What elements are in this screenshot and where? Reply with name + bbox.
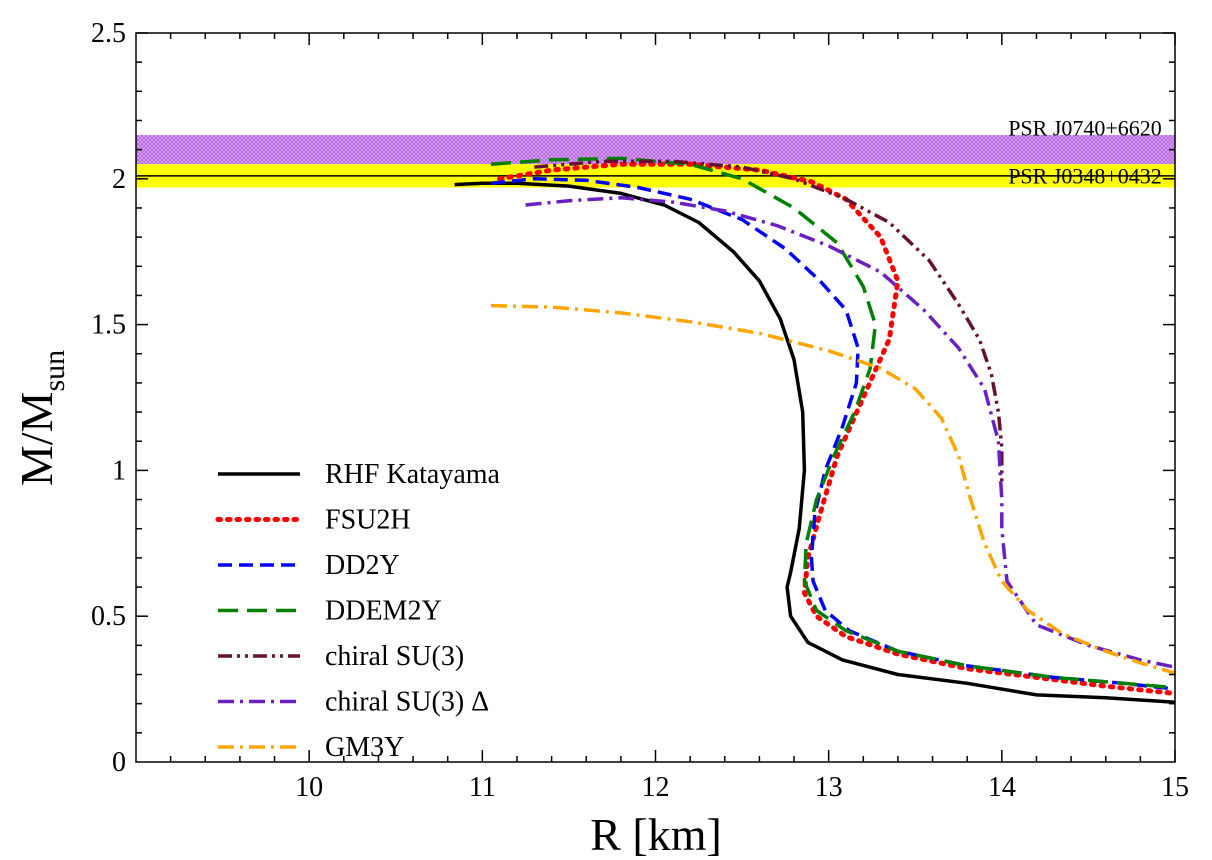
y-tick-label: 0.5: [91, 601, 126, 632]
bands-layer: PSR J0740+6620 PSR J0348+0432: [136, 116, 1175, 189]
series-line-3: [490, 156, 1175, 690]
x-tick-label: 12: [642, 772, 670, 803]
legend-label-0: RHF Katayama: [325, 459, 501, 490]
series-line-1: [497, 161, 1175, 696]
y-axis-title-sub: sun: [38, 350, 71, 392]
series-line-0: [454, 181, 1175, 704]
y-tick-label: 2: [112, 164, 126, 195]
series-line-5: [525, 196, 1175, 669]
series-line-2: [490, 177, 1175, 691]
legend-label-5: chiral SU(3) Δ: [325, 687, 489, 718]
series-line-4: [534, 159, 1004, 485]
y-tick-label: 2.5: [91, 18, 126, 49]
y-axis-title: M/Msun: [11, 350, 71, 486]
svg-text:M/Msun: M/Msun: [11, 350, 71, 486]
x-tick-label: 13: [815, 772, 843, 803]
legend-label-3: DDEM2Y: [325, 596, 442, 627]
x-axis-title: R [km]: [590, 809, 722, 860]
legend: RHF Katayama FSU2H DD2Y DDEM2Y chiral SU(3) c…: [215, 459, 501, 763]
band-label-1: PSR J0348+0432: [1008, 164, 1162, 189]
x-tick-label: 11: [469, 772, 496, 803]
band-label-0: PSR J0740+6620: [1008, 116, 1162, 141]
x-tick-label: 10: [295, 772, 323, 803]
y-tick-label: 1.5: [91, 310, 126, 341]
band-0: [136, 135, 1175, 165]
legend-label-4: chiral SU(3): [325, 641, 464, 672]
x-tick-label: 15: [1161, 772, 1189, 803]
series-line-6: [490, 303, 1175, 675]
series-layer: [454, 156, 1175, 704]
legend-label-1: FSU2H: [325, 505, 411, 536]
y-tick-label: 0: [112, 747, 126, 778]
x-tick-label: 14: [988, 772, 1016, 803]
y-tick-label: 1: [112, 455, 126, 486]
legend-label-6: GM3Y: [325, 732, 404, 763]
legend-label-2: DD2Y: [325, 550, 400, 581]
ticks-layer: 10 11 12 13 14 15 0 0.5 1 1.5 2 2.5: [91, 18, 1189, 803]
y-axis-title-main: M/M: [11, 392, 62, 487]
